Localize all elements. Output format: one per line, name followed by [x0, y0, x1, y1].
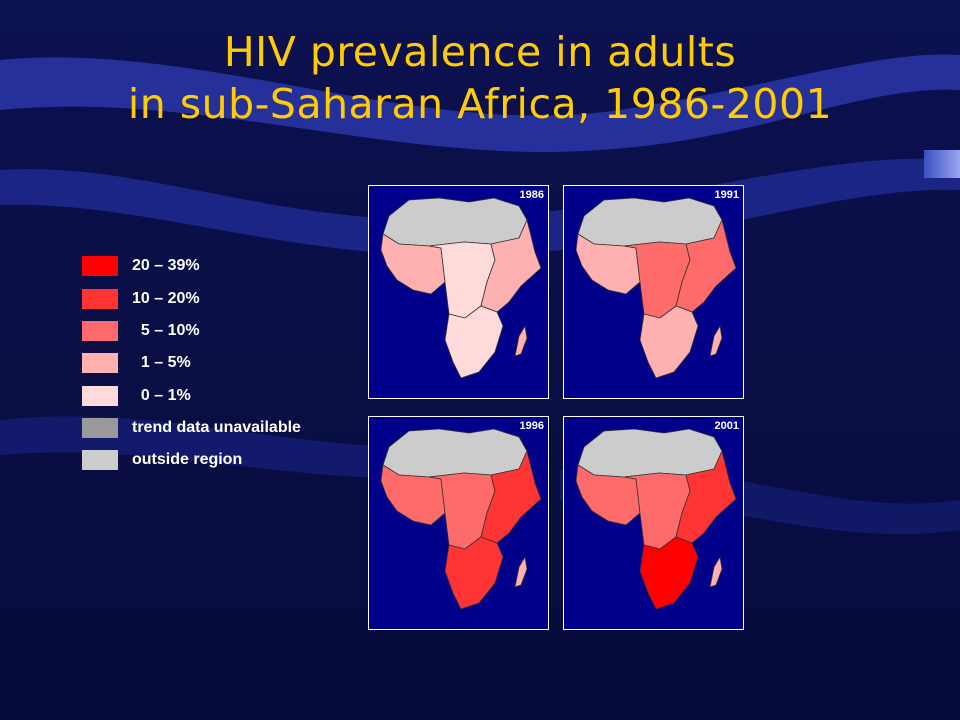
legend-swatch: [82, 256, 118, 276]
map-region-madagascar: [514, 324, 528, 357]
africa-map: [575, 197, 737, 379]
map-region-west: [575, 233, 641, 295]
legend-swatch: [82, 450, 118, 470]
legend-swatch: [82, 321, 118, 341]
legend-swatch: [82, 418, 118, 438]
decorative-tab: [924, 150, 960, 178]
map-year-label: 2001: [714, 420, 739, 432]
map-panel: 1996: [368, 416, 549, 630]
map-region-west: [380, 233, 446, 295]
legend-label: trend data unavailable: [132, 419, 301, 436]
africa-map: [575, 428, 737, 610]
africa-map: [380, 197, 542, 379]
legend-label: 0 – 1%: [132, 387, 191, 404]
legend-swatch: [82, 386, 118, 406]
map-region-east: [480, 218, 542, 313]
map-region-madagascar: [709, 324, 723, 357]
slide-title-line1: HIV prevalence in adults: [223, 28, 737, 76]
legend-swatch: [82, 289, 118, 309]
map-panel: 1986: [368, 185, 549, 399]
legend-label: 5 – 10%: [132, 322, 200, 339]
map-region-madagascar: [514, 555, 528, 588]
map-region-south: [639, 536, 699, 610]
slide-title-line2: in sub-Saharan Africa, 1986-2001: [127, 80, 833, 128]
map-region-east: [675, 218, 737, 313]
map-region-west: [380, 464, 446, 526]
map-region-east: [675, 449, 737, 544]
map-year-label: 1986: [519, 189, 544, 201]
map-region-south: [444, 536, 504, 610]
map-panel: 1991: [563, 185, 744, 399]
legend-swatch: [82, 353, 118, 373]
map-region-north: [382, 197, 528, 247]
legend-label: 1 – 5%: [132, 354, 191, 371]
map-region-north: [577, 197, 723, 247]
legend-label: 10 – 20%: [132, 290, 200, 307]
africa-map: [380, 428, 542, 610]
map-region-north: [382, 428, 528, 478]
legend-label: 20 – 39%: [132, 257, 200, 274]
map-region-west: [575, 464, 641, 526]
legend-label: outside region: [132, 451, 243, 468]
map-region-madagascar: [709, 555, 723, 588]
map-panel: 2001: [563, 416, 744, 630]
map-year-label: 1996: [519, 420, 544, 432]
map-region-south: [639, 305, 699, 379]
map-region-east: [480, 449, 542, 544]
map-region-north: [577, 428, 723, 478]
map-region-south: [444, 305, 504, 379]
map-year-label: 1991: [714, 189, 739, 201]
